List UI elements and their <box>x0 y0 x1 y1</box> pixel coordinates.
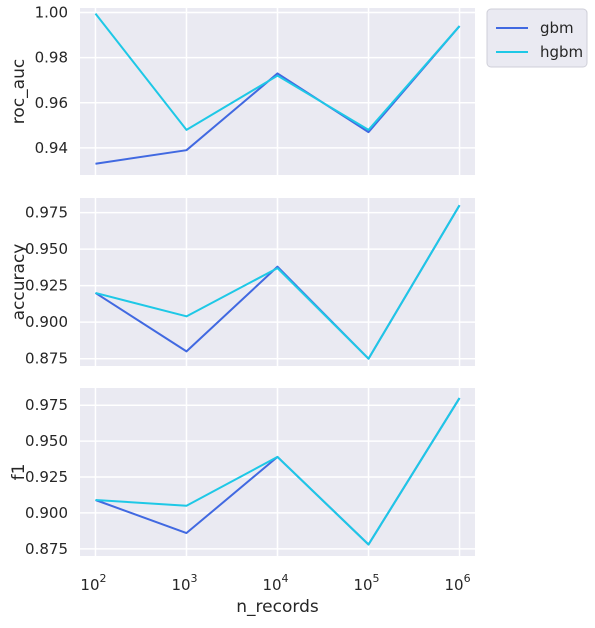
y-tick-label: 0.875 <box>25 350 68 368</box>
x-tick-label: 102 <box>80 572 106 594</box>
y-tick-label: 0.900 <box>25 313 68 331</box>
y-tick-label: 0.975 <box>25 204 68 222</box>
x-tick-label: 106 <box>444 572 470 594</box>
x-tick-label: 104 <box>262 572 288 594</box>
y-axis-label: accuracy <box>9 244 29 321</box>
series-line-hgbm <box>94 13 461 131</box>
y-tick-label: 0.96 <box>35 94 68 112</box>
series-line-hgbm <box>95 397 461 546</box>
legend-label-gbm: gbm <box>540 19 574 37</box>
y-tick-label: 0.925 <box>25 277 68 295</box>
y-tick-label: 0.950 <box>25 432 68 450</box>
panel-roc_auc: 0.94 0.96 0.98 1.00 roc_auc <box>9 4 475 175</box>
y-tick-label: 0.98 <box>35 49 68 67</box>
y-tick-label: 1.00 <box>35 4 68 22</box>
y-tick-label: 0.94 <box>35 139 68 157</box>
x-axis-label: n_records <box>236 597 319 617</box>
panel-accuracy: 0.875 0.900 0.925 0.950 0.975 accuracy <box>9 198 475 368</box>
legend: gbm hgbm <box>486 8 588 68</box>
y-tick-label: 0.950 <box>25 240 68 258</box>
panel-f1: 0.875 0.900 0.925 0.950 0.975 f1 <box>9 388 475 558</box>
y-tick-label: 0.925 <box>25 468 68 486</box>
legend-label-hgbm: hgbm <box>540 43 583 61</box>
x-tick-label: 105 <box>353 572 379 594</box>
x-tick-label: 103 <box>171 572 197 594</box>
y-axis-label: f1 <box>9 464 29 481</box>
y-tick-label: 0.975 <box>25 396 68 414</box>
series-line-hgbm <box>95 204 461 360</box>
y-tick-label: 0.900 <box>25 504 68 522</box>
y-tick-label: 0.875 <box>25 540 68 558</box>
y-axis-label: roc_auc <box>9 59 29 124</box>
